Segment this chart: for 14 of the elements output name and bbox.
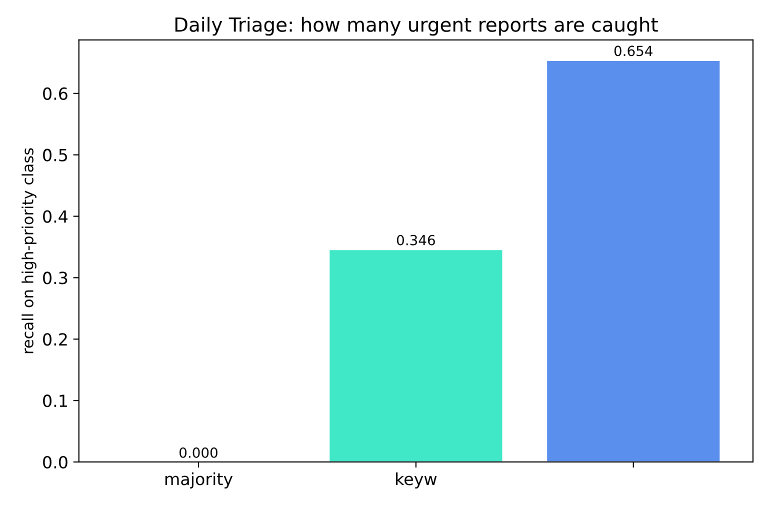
y-axis-title: recall on high-priority class	[22, 148, 36, 354]
y-tick-label: 0.5	[43, 148, 68, 162]
y-tick-label: 0.6	[43, 87, 68, 100]
data-label: 0.346	[396, 234, 435, 246]
y-tick-label: 0.4	[43, 210, 68, 223]
data-label: 0.654	[614, 46, 652, 56]
y-tick-label: 0.1	[43, 394, 67, 408]
y-tick-label: 0.0	[43, 456, 68, 469]
x-tick-label: keyw	[396, 472, 437, 489]
chart-title: Daily Triage: how many urgent reports are caught	[175, 16, 658, 36]
y-tick-label: 0.3	[43, 272, 68, 284]
y-tick-label: 0.2	[43, 333, 67, 346]
x-tick-label: majority	[165, 472, 233, 489]
data-label: 0.000	[180, 447, 218, 458]
